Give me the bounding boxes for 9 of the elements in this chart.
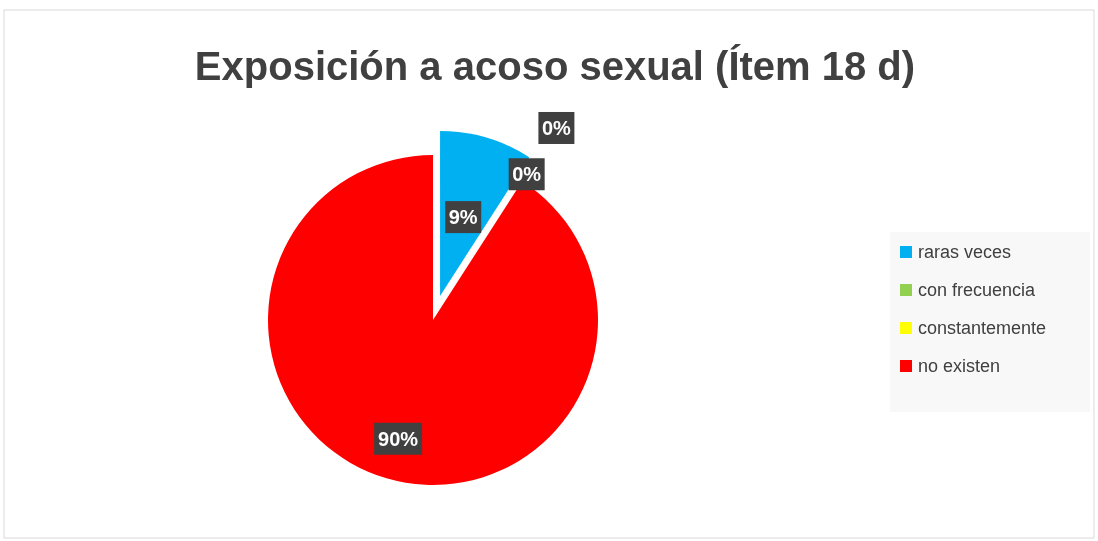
text: 0% [512,163,542,186]
data-label: 9% [448,206,478,229]
legend-label: raras veces [918,242,1012,262]
legend-label: con frecuencia [918,280,1037,300]
legend-label: no existen [918,356,1001,376]
legend-label: constantemente [918,318,1047,338]
chart-title: Exposición a acoso sexual (Ítem 18 d) [194,44,916,88]
text: 0% [541,116,571,139]
data-label: 90% [378,427,419,450]
